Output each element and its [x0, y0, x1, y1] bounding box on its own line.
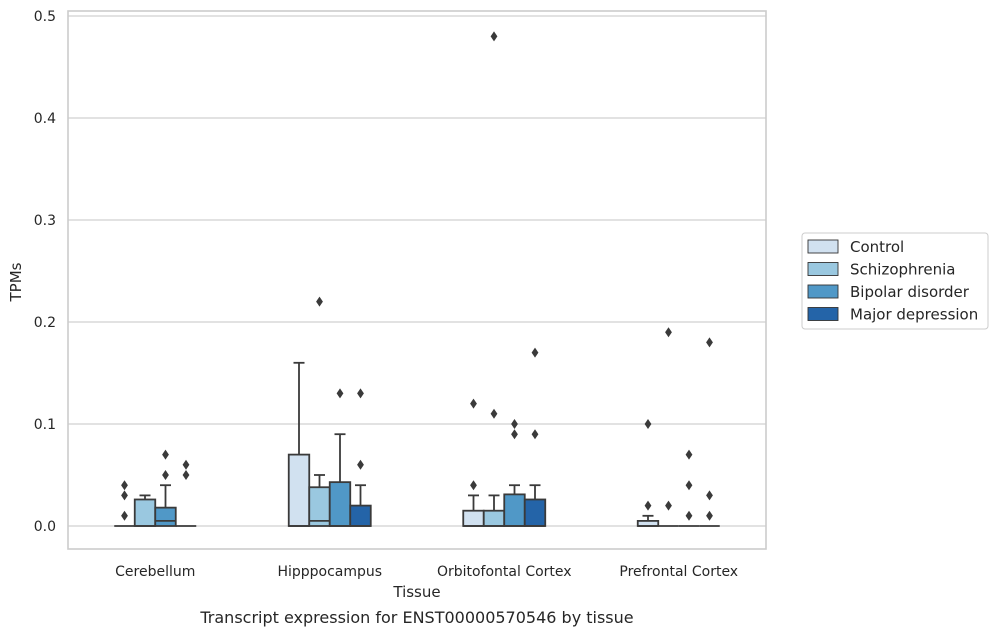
- outlier-point: [182, 470, 190, 480]
- x-tick-label: Cerebellum: [115, 564, 195, 580]
- y-tick-label: 0.3: [34, 213, 56, 229]
- outlier-point: [121, 510, 128, 521]
- legend-label: Control: [850, 238, 904, 256]
- outlier-point: [685, 480, 693, 491]
- box-rect: [482, 509, 506, 527]
- boxes: [114, 361, 720, 527]
- box-element: [636, 514, 660, 527]
- box-element: [133, 494, 157, 527]
- box-rect: [523, 498, 547, 527]
- x-axis-title: Tissue: [392, 583, 440, 601]
- legend-label: Major depression: [850, 306, 978, 324]
- y-tick-labels: 0.0 0.1 0.2 0.3 0.4 0.5: [34, 9, 56, 535]
- outlier-point: [644, 500, 652, 511]
- outlier-point: [336, 388, 344, 399]
- box-element: [328, 433, 352, 527]
- box-rect: [287, 453, 311, 527]
- box-element: [503, 484, 526, 527]
- box-rect: [462, 509, 485, 527]
- outlier-point: [316, 296, 323, 307]
- outlier-point: [182, 459, 190, 470]
- box-rect: [349, 504, 372, 527]
- outlier-point: [511, 429, 518, 440]
- legend-item: Control: [807, 238, 904, 256]
- x-tick-labels: Cerebellum Hipppocampus Orbitofontal Corte…: [115, 564, 738, 580]
- box-element: [349, 484, 372, 527]
- outlier-point: [665, 500, 672, 511]
- outlier-point: [511, 419, 518, 429]
- legend-item: Bipolar disorder: [807, 283, 970, 301]
- legend-label: Bipolar disorder: [850, 283, 970, 301]
- legend-swatch: [807, 284, 839, 299]
- x-tick-label: Prefrontal Cortex: [619, 564, 738, 580]
- outlier-point: [470, 398, 477, 409]
- outlier-point: [121, 490, 128, 501]
- legend-entries: Control Schizophrenia Bipolar disorder Majo…: [807, 238, 978, 324]
- box-rect: [154, 506, 177, 527]
- box-element: [308, 474, 331, 527]
- outlier-point: [706, 337, 713, 348]
- y-tick-label: 0.2: [34, 315, 56, 331]
- outlier-point: [685, 510, 693, 521]
- outlier-point: [531, 347, 539, 358]
- box-rect: [133, 498, 157, 527]
- plot-area: [68, 11, 766, 549]
- outlier-point: [162, 470, 169, 480]
- legend-frame: [801, 232, 989, 330]
- box-element: [523, 484, 547, 527]
- y-tick-label: 0.5: [34, 9, 56, 25]
- outlier-point: [121, 480, 128, 491]
- y-axis-title: TPMs: [7, 262, 25, 302]
- plot-frame: [67, 10, 767, 550]
- y-tick-label: 0.4: [34, 111, 56, 127]
- y-tick-label: 0.0: [34, 519, 56, 535]
- outlier-point: [706, 510, 713, 521]
- y-tick-label: 0.1: [34, 417, 56, 433]
- outlier-point: [644, 419, 652, 429]
- legend-item: Schizophrenia: [807, 261, 955, 279]
- outlier-point: [706, 490, 713, 501]
- box-rect: [328, 481, 352, 527]
- x-tick-label: Hipppocampus: [277, 564, 382, 580]
- legend: Control Schizophrenia Bipolar disorder Majo…: [801, 232, 989, 330]
- outlier-point: [665, 327, 672, 338]
- legend-label: Schizophrenia: [850, 261, 955, 279]
- chart-caption: Transcript expression for ENST0000057054…: [199, 608, 633, 627]
- box-element: [154, 484, 177, 527]
- outlier-point: [685, 449, 693, 460]
- x-tick-label: Orbitofontal Cortex: [437, 564, 572, 580]
- outlier-point: [470, 480, 477, 491]
- legend-swatch: [807, 307, 839, 321]
- outlier-point: [357, 388, 364, 399]
- legend-swatch: [807, 239, 839, 254]
- outlier-point: [162, 449, 169, 460]
- box-element: [462, 494, 485, 527]
- box-rect: [503, 493, 526, 527]
- legend-swatch: [807, 262, 839, 276]
- box-element: [482, 494, 506, 527]
- outliers: [121, 31, 713, 521]
- outlier-point: [490, 408, 498, 419]
- legend-item: Major depression: [807, 306, 978, 324]
- outlier-point: [531, 429, 539, 440]
- outlier-point: [490, 31, 498, 42]
- outlier-point: [357, 459, 364, 470]
